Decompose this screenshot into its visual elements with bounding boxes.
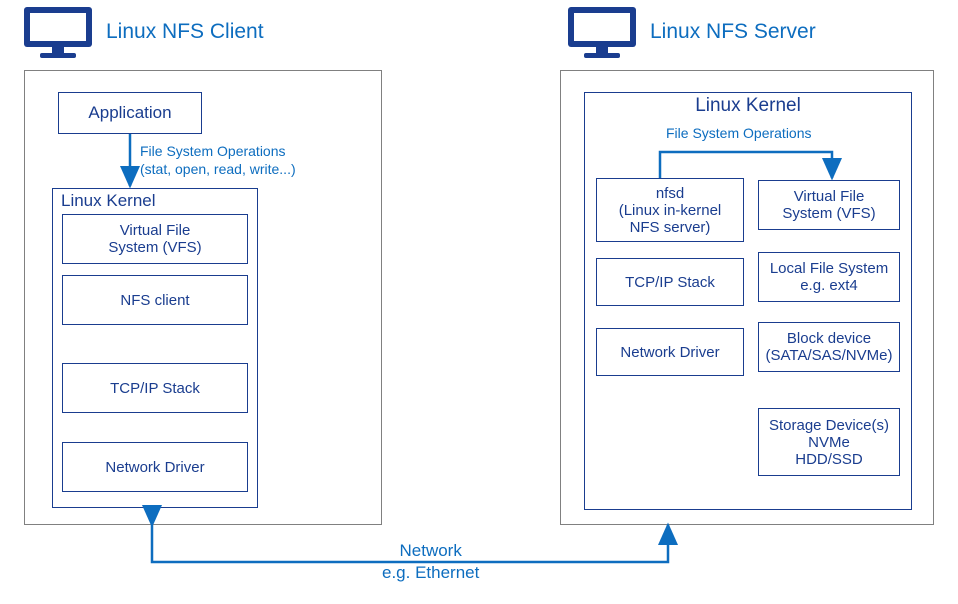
client-kernel-title: Linux Kernel	[61, 191, 156, 211]
network-line1: Network	[399, 541, 461, 560]
server-localfs-label: Local File Systeme.g. ext4	[770, 260, 888, 294]
client-fsops-line1: File System Operations	[140, 143, 286, 159]
server-vfs: Virtual FileSystem (VFS)	[758, 180, 900, 230]
server-blockdev-label: Block device(SATA/SAS/NVMe)	[766, 330, 893, 364]
client-netdrv: Network Driver	[62, 442, 248, 492]
client-nfs-label: NFS client	[120, 292, 189, 309]
application-box: Application	[58, 92, 202, 134]
client-fsops-annotation: File System Operations (stat, open, read…	[140, 142, 296, 178]
client-nfs: NFS client	[62, 275, 248, 325]
client-netdrv-label: Network Driver	[105, 459, 204, 476]
server-tcpip-label: TCP/IP Stack	[625, 274, 715, 291]
client-tcpip-label: TCP/IP Stack	[110, 380, 200, 397]
server-kernel-title: Linux Kernel	[695, 95, 801, 117]
client-vfs-label: Virtual FileSystem (VFS)	[108, 222, 201, 256]
client-vfs: Virtual FileSystem (VFS)	[62, 214, 248, 264]
network-label: Network e.g. Ethernet	[382, 540, 479, 584]
computer-icon	[566, 5, 638, 59]
server-storage: Storage Device(s)NVMeHDD/SSD	[758, 408, 900, 476]
server-nfsd-label: nfsd(Linux in-kernelNFS server)	[619, 185, 722, 236]
server-nfsd: nfsd(Linux in-kernelNFS server)	[596, 178, 744, 242]
server-netdrv-label: Network Driver	[620, 344, 719, 361]
server-title: Linux NFS Server	[650, 20, 816, 44]
application-label: Application	[88, 103, 171, 123]
server-fsops-annotation: File System Operations	[666, 124, 812, 142]
client-title: Linux NFS Client	[106, 20, 264, 44]
server-header: Linux NFS Server	[566, 5, 816, 59]
client-tcpip: TCP/IP Stack	[62, 363, 248, 413]
network-line2: e.g. Ethernet	[382, 563, 479, 582]
server-tcpip: TCP/IP Stack	[596, 258, 744, 306]
computer-icon	[22, 5, 94, 59]
server-blockdev: Block device(SATA/SAS/NVMe)	[758, 322, 900, 372]
server-vfs-label: Virtual FileSystem (VFS)	[782, 188, 875, 222]
server-storage-label: Storage Device(s)NVMeHDD/SSD	[769, 417, 889, 468]
client-header: Linux NFS Client	[22, 5, 264, 59]
client-fsops-line2: (stat, open, read, write...)	[140, 161, 296, 177]
server-localfs: Local File Systeme.g. ext4	[758, 252, 900, 302]
server-netdrv: Network Driver	[596, 328, 744, 376]
